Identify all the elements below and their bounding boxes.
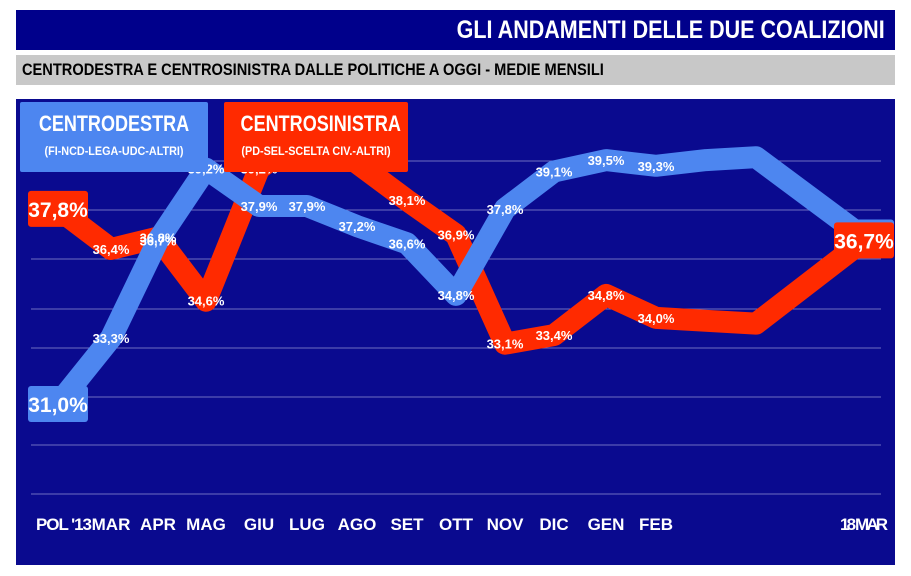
legend-centrodestra-sub: (FI-NCD-LEGA-UDC-ALTRI) [44, 144, 184, 158]
x-tick-label-11: GEN [588, 515, 625, 534]
data-label-centrosinistra-15: 36,7% [834, 230, 894, 253]
legend-centrosinistra-label: CENTROSINISTRA [240, 111, 401, 136]
endpoint-box-centrosinistra-15 [834, 222, 894, 259]
data-label-centrosinistra-9: 33,1% [487, 337, 524, 352]
data-label-centrodestra-9: 37,8% [487, 202, 524, 217]
x-tick-label-8: OTT [439, 515, 474, 534]
data-label-centrosinistra-1: 36,4% [93, 242, 130, 257]
legend-centrosinistra: CENTROSINISTRA (PD-SEL-SCELTA CIV.-ALTRI… [224, 102, 408, 172]
chart-title: GLI ANDAMENTI DELLE DUE COALIZIONI [457, 16, 885, 44]
series-line-centrosinistra [47, 123, 875, 355]
legend-centrodestra: CENTRODESTRA (FI-NCD-LEGA-UDC-ALTRI) [20, 102, 208, 172]
x-tick-label-1: MAR [92, 515, 131, 534]
x-tick-label-0: POL '13 [36, 515, 92, 534]
subtitle-bar: CENTRODESTRA E CENTROSINISTRA DALLE POLI… [16, 55, 895, 85]
data-label-centrodestra-0: 31,0% [28, 394, 88, 417]
endpoint-box-centrodestra-0 [28, 386, 88, 422]
line-chart: 31,0%33,3%36,7%39,2%37,9%37,9%37,2%36,6%… [28, 123, 894, 534]
x-tick-label-10: DIC [539, 515, 568, 534]
data-label-centrodestra-1: 33,3% [93, 331, 130, 346]
legend-centrodestra-label: CENTRODESTRA [38, 111, 190, 136]
data-label-centrodestra-8: 34,8% [438, 288, 475, 303]
x-tick-label-12: FEB [639, 515, 673, 534]
series-line-centrodestra [47, 146, 875, 415]
x-tick-label-5: LUG [289, 515, 325, 534]
data-label-centrosinistra-2: 36,8% [140, 231, 177, 246]
data-label-centrosinistra-11: 34,8% [588, 288, 625, 303]
x-tick-label-4: GIU [244, 515, 274, 534]
x-tick-label-9: NOV [487, 515, 525, 534]
data-label-centrosinistra-0: 37,8% [28, 199, 88, 222]
data-label-centrodestra-6: 37,2% [339, 219, 376, 234]
data-label-centrosinistra-7: 38,1% [389, 193, 426, 208]
data-label-centrosinistra-8: 36,9% [438, 228, 475, 243]
data-label-centrodestra-12: 39,3% [638, 159, 675, 174]
data-label-centrodestra-11: 39,5% [588, 153, 625, 168]
title-bar: GLI ANDAMENTI DELLE DUE COALIZIONI [16, 10, 895, 50]
x-tick-label-3: MAG [186, 515, 226, 534]
x-tick-label-2: APR [140, 515, 176, 534]
x-tick-label-7: SET [390, 515, 424, 534]
data-label-centrodestra-4: 37,9% [241, 199, 278, 214]
data-label-centrodestra-5: 37,9% [289, 199, 326, 214]
x-tick-label-6: AGO [338, 515, 377, 534]
data-label-centrosinistra-3: 34,6% [188, 294, 225, 309]
chart-subtitle: CENTRODESTRA E CENTROSINISTRA DALLE POLI… [22, 60, 604, 79]
data-label-centrodestra-10: 39,1% [536, 165, 573, 180]
data-label-centrodestra-7: 36,6% [389, 236, 426, 251]
data-label-centrosinistra-12: 34,0% [638, 311, 675, 326]
legend-centrosinistra-sub: (PD-SEL-SCELTA CIV.-ALTRI) [241, 144, 391, 158]
x-tick-label-15: 18 MAR [840, 515, 888, 534]
endpoint-box-centrosinistra-0 [28, 190, 88, 227]
data-label-centrosinistra-10: 33,4% [536, 328, 573, 343]
plot-area: 31,0%33,3%36,7%39,2%37,9%37,9%37,2%36,6%… [16, 99, 895, 565]
data-label-centrodestra-2: 36,7% [140, 233, 177, 248]
